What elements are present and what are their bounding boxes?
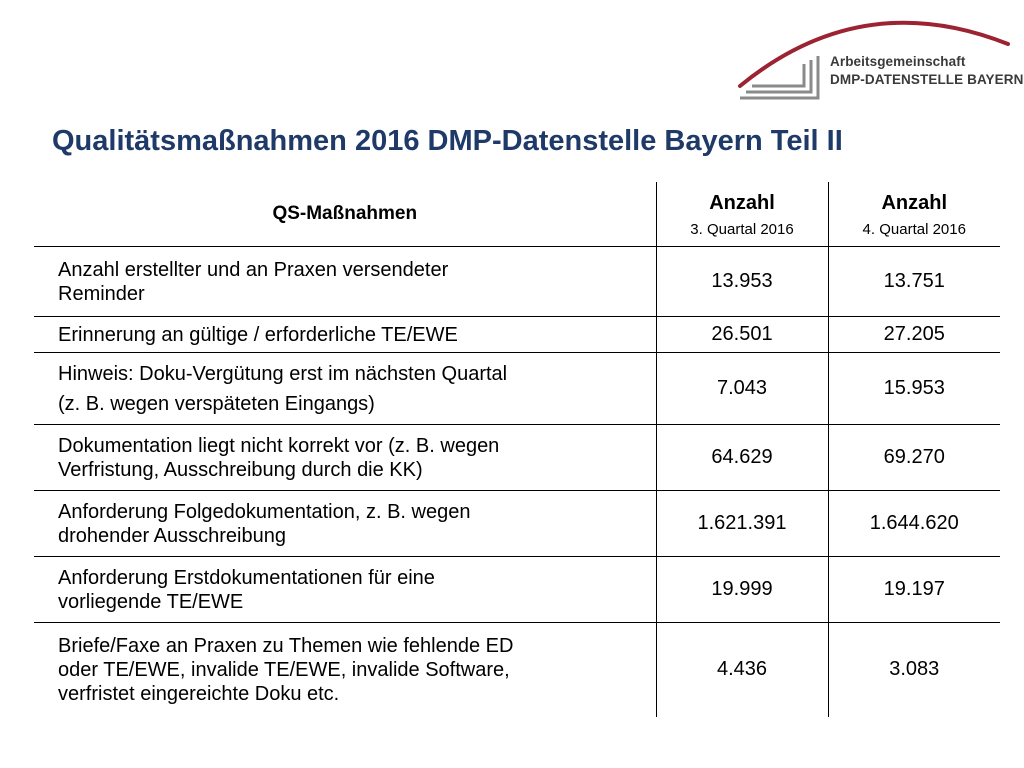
logo-line-2: DMP-DATENSTELLE BAYERN bbox=[830, 72, 1024, 87]
row-label: Anforderung Folgedokumentation, z. B. we… bbox=[34, 490, 656, 557]
row-label-line: oder TE/EWE, invalide TE/EWE, invalide S… bbox=[58, 658, 510, 681]
row-label-line: Reminder bbox=[58, 282, 145, 305]
table-row: Briefe/Faxe an Praxen zu Themen wie fehl… bbox=[34, 622, 1000, 717]
row-value-q4: 13.751 bbox=[827, 246, 1000, 317]
row-label-line: Anforderung Folgedokumentation, z. B. we… bbox=[58, 500, 471, 523]
table-row: Erinnerung an gültige / erforderliche TE… bbox=[34, 316, 1000, 353]
row-label: Hinweis: Doku-Vergütung erst im nächsten… bbox=[34, 352, 656, 425]
table-row: Hinweis: Doku-Vergütung erst im nächsten… bbox=[34, 352, 1000, 425]
table-header-row: QS-Maßnahmen Anzahl 3. Quartal 2016 Anza… bbox=[34, 182, 1000, 247]
row-label-line: Hinweis: Doku-Vergütung erst im nächsten… bbox=[58, 362, 508, 385]
row-value-q4: 15.953 bbox=[827, 352, 1000, 425]
row-value-q3: 19.999 bbox=[655, 556, 828, 623]
row-label-line: (z. B. wegen verspäteten Eingangs) bbox=[58, 392, 375, 415]
row-label: Anforderung Erstdokumentationen für eine… bbox=[34, 556, 656, 623]
row-label-line: drohender Ausschreibung bbox=[58, 524, 286, 547]
table-row: Anforderung Erstdokumentationen für eine… bbox=[34, 556, 1000, 623]
row-value-q4: 3.083 bbox=[827, 622, 1000, 717]
row-value-q3: 7.043 bbox=[655, 352, 828, 425]
page-title: Qualitätsmaßnahmen 2016 DMP-Datenstelle … bbox=[52, 125, 843, 157]
row-value-q3: 1.621.391 bbox=[655, 490, 828, 557]
row-value-q3: 4.436 bbox=[655, 622, 828, 717]
header-q4-sub: 4. Quartal 2016 bbox=[862, 221, 966, 238]
header-q4: Anzahl 4. Quartal 2016 bbox=[827, 182, 1000, 247]
row-label-line: Verfristung, Ausschreibung durch die KK) bbox=[58, 458, 423, 481]
row-label-line: Dokumentation liegt nicht korrekt vor (z… bbox=[58, 434, 500, 457]
table-row: Anforderung Folgedokumentation, z. B. we… bbox=[34, 490, 1000, 557]
qs-table: QS-Maßnahmen Anzahl 3. Quartal 2016 Anza… bbox=[34, 182, 1000, 717]
row-label-line: Anforderung Erstdokumentationen für eine bbox=[58, 566, 435, 589]
logo-mark-icon bbox=[738, 20, 1010, 100]
header-q3-sub: 3. Quartal 2016 bbox=[690, 221, 794, 238]
row-value-q4: 27.205 bbox=[827, 316, 1000, 353]
table-body: Anzahl erstellter und an Praxen versende… bbox=[34, 246, 1000, 717]
row-value-q4: 19.197 bbox=[827, 556, 1000, 623]
table-row: Dokumentation liegt nicht korrekt vor (z… bbox=[34, 424, 1000, 491]
header-q4-main: Anzahl bbox=[881, 192, 948, 214]
row-label: Briefe/Faxe an Praxen zu Themen wie fehl… bbox=[34, 623, 656, 717]
table-row: Anzahl erstellter und an Praxen versende… bbox=[34, 246, 1000, 317]
row-label-line: Erinnerung an gültige / erforderliche TE… bbox=[58, 323, 458, 346]
row-value-q3: 13.953 bbox=[655, 246, 828, 317]
row-label-line: vorliegende TE/EWE bbox=[58, 590, 244, 613]
row-label-line: verfristet eingereichte Doku etc. bbox=[58, 682, 340, 705]
header-q3-main: Anzahl bbox=[709, 192, 775, 214]
row-value-q4: 69.270 bbox=[827, 424, 1000, 491]
row-label: Dokumentation liegt nicht korrekt vor (z… bbox=[34, 424, 656, 491]
row-value-q4: 1.644.620 bbox=[827, 490, 1000, 557]
row-label: Anzahl erstellter und an Praxen versende… bbox=[34, 246, 656, 317]
row-value-q3: 26.501 bbox=[655, 316, 828, 353]
row-value-q3: 64.629 bbox=[655, 424, 828, 491]
header-q3: Anzahl 3. Quartal 2016 bbox=[655, 182, 828, 247]
logo-line-1: Arbeitsgemeinschaft bbox=[830, 54, 966, 69]
row-label-line: Briefe/Faxe an Praxen zu Themen wie fehl… bbox=[58, 634, 514, 657]
row-label-line: Anzahl erstellter und an Praxen versende… bbox=[58, 258, 449, 281]
header-qs-massnahmen: QS-Maßnahmen bbox=[34, 182, 656, 247]
row-label: Erinnerung an gültige / erforderliche TE… bbox=[34, 316, 656, 353]
logo: Arbeitsgemeinschaft DMP-DATENSTELLE BAYE… bbox=[732, 8, 1023, 108]
